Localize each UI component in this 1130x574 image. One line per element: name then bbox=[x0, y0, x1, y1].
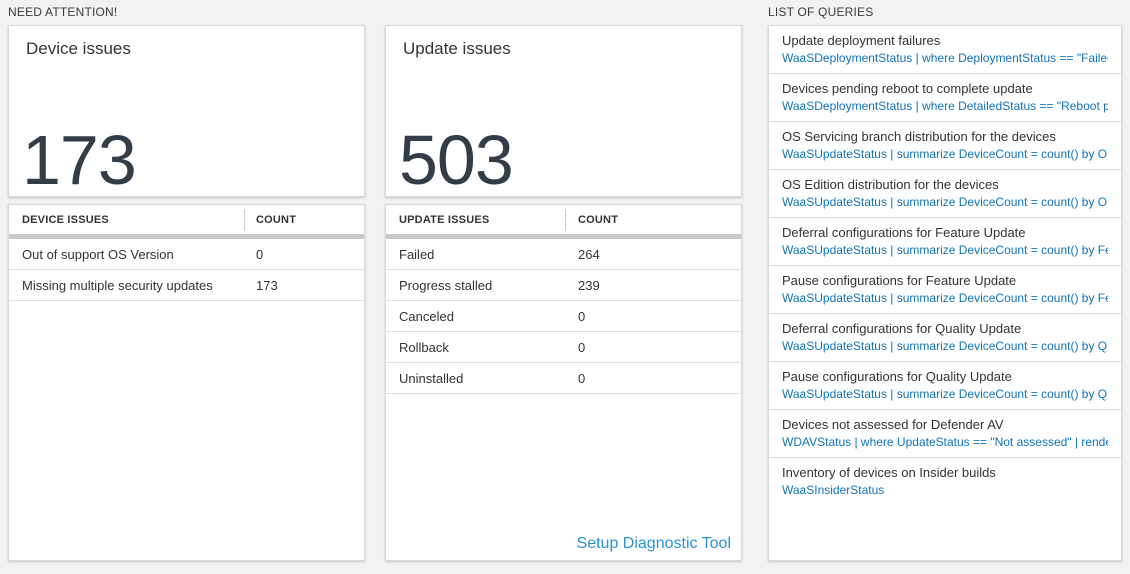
issue-count: 0 bbox=[256, 247, 264, 262]
issue-label: Rollback bbox=[399, 340, 449, 355]
query-list-item[interactable]: Pause configurations for Feature Update … bbox=[769, 266, 1121, 314]
issue-label: Failed bbox=[399, 247, 435, 262]
need-attention-header: NEED ATTENTION! bbox=[8, 5, 118, 19]
query-title: Devices pending reboot to complete updat… bbox=[782, 81, 1033, 96]
query-title: Pause configurations for Feature Update bbox=[782, 273, 1017, 288]
query-title: Update deployment failures bbox=[782, 33, 941, 48]
query-title: Inventory of devices on Insider builds bbox=[782, 465, 996, 480]
issue-count: 0 bbox=[578, 340, 586, 355]
query-list-item[interactable]: OS Edition distribution for the devices … bbox=[769, 170, 1121, 218]
query-text-link[interactable]: WaaSDeploymentStatus | where DeploymentS… bbox=[782, 51, 1108, 65]
count-col-header: COUNT bbox=[578, 214, 619, 226]
device-issues-tile[interactable]: Device issues 173 bbox=[8, 25, 365, 199]
setup-diagnostic-tool-link[interactable]: Setup Diagnostic Tool bbox=[576, 535, 731, 552]
device-issues-col-header: DEVICE ISSUES bbox=[22, 214, 109, 226]
update-issues-table: UPDATE ISSUES COUNT Failed 264 Progress … bbox=[385, 204, 742, 561]
query-list-item[interactable]: Update deployment failures WaaSDeploymen… bbox=[769, 26, 1121, 74]
update-issues-col-header: UPDATE ISSUES bbox=[399, 214, 490, 226]
issue-count: 173 bbox=[256, 278, 278, 293]
query-list-item[interactable]: Deferral configurations for Quality Upda… bbox=[769, 314, 1121, 362]
query-list-panel: Update deployment failures WaaSDeploymen… bbox=[768, 25, 1122, 561]
query-text-link[interactable]: WaaSUpdateStatus | summarize DeviceCount… bbox=[782, 291, 1108, 305]
query-list-item[interactable]: Inventory of devices on Insider builds W… bbox=[769, 458, 1121, 505]
update-issues-tile[interactable]: Update issues 503 bbox=[385, 25, 742, 199]
issue-count: 0 bbox=[578, 371, 586, 386]
query-text-link[interactable]: WaaSUpdateStatus | summarize DeviceCount… bbox=[782, 195, 1108, 209]
device-issues-table-body: Out of support OS Version 0 Missing mult… bbox=[9, 239, 364, 301]
query-list-item[interactable]: Pause configurations for Quality Update … bbox=[769, 362, 1121, 410]
device-issues-title: Device issues bbox=[26, 39, 131, 58]
issue-count: 239 bbox=[578, 278, 600, 293]
query-list-item[interactable]: Devices not assessed for Defender AV WDA… bbox=[769, 410, 1121, 458]
table-row[interactable]: Out of support OS Version 0 bbox=[9, 239, 364, 270]
column-divider bbox=[244, 209, 245, 231]
table-row[interactable]: Failed 264 bbox=[386, 239, 741, 270]
query-text-link[interactable]: WaaSDeploymentStatus | where DetailedSta… bbox=[782, 99, 1108, 113]
query-title: OS Servicing branch distribution for the… bbox=[782, 129, 1056, 144]
device-issues-table-header: DEVICE ISSUES COUNT bbox=[9, 205, 364, 239]
query-list-item[interactable]: Deferral configurations for Feature Upda… bbox=[769, 218, 1121, 266]
table-row[interactable]: Canceled 0 bbox=[386, 301, 741, 332]
update-issues-title: Update issues bbox=[403, 39, 511, 58]
query-list-item[interactable]: OS Servicing branch distribution for the… bbox=[769, 122, 1121, 170]
query-title: Deferral configurations for Feature Upda… bbox=[782, 225, 1026, 240]
device-issues-table: DEVICE ISSUES COUNT Out of support OS Ve… bbox=[8, 204, 365, 561]
table-row[interactable]: Uninstalled 0 bbox=[386, 363, 741, 394]
query-text-link[interactable]: WaaSUpdateStatus | summarize DeviceCount… bbox=[782, 243, 1108, 257]
table-row[interactable]: Missing multiple security updates 173 bbox=[9, 270, 364, 301]
list-of-queries-header: LIST OF QUERIES bbox=[768, 5, 874, 19]
update-issues-table-header: UPDATE ISSUES COUNT bbox=[386, 205, 741, 239]
device-issues-count: 173 bbox=[22, 121, 137, 200]
query-text-link[interactable]: WDAVStatus | where UpdateStatus == "Not … bbox=[782, 435, 1108, 449]
update-issues-count: 503 bbox=[399, 121, 514, 200]
table-row[interactable]: Rollback 0 bbox=[386, 332, 741, 363]
issue-label: Uninstalled bbox=[399, 371, 464, 386]
query-text-link[interactable]: WaaSUpdateStatus | summarize DeviceCount… bbox=[782, 147, 1108, 161]
query-title: OS Edition distribution for the devices bbox=[782, 177, 999, 192]
issue-label: Progress stalled bbox=[399, 278, 493, 293]
query-title: Deferral configurations for Quality Upda… bbox=[782, 321, 1022, 336]
issue-count: 0 bbox=[578, 309, 586, 324]
issue-label: Missing multiple security updates bbox=[22, 278, 213, 293]
query-title: Pause configurations for Quality Update bbox=[782, 369, 1012, 384]
query-text-link[interactable]: WaaSUpdateStatus | summarize DeviceCount… bbox=[782, 387, 1108, 401]
issue-label: Out of support OS Version bbox=[22, 247, 174, 262]
column-divider bbox=[565, 209, 566, 231]
query-text-link[interactable]: WaaSInsiderStatus bbox=[782, 483, 885, 497]
update-issues-table-body: Failed 264 Progress stalled 239 Canceled… bbox=[386, 239, 741, 394]
issue-label: Canceled bbox=[399, 309, 454, 324]
query-text-link[interactable]: WaaSUpdateStatus | summarize DeviceCount… bbox=[782, 339, 1108, 353]
issue-count: 264 bbox=[578, 247, 600, 262]
query-list: Update deployment failures WaaSDeploymen… bbox=[769, 26, 1121, 505]
query-title: Devices not assessed for Defender AV bbox=[782, 417, 1004, 432]
count-col-header: COUNT bbox=[256, 214, 297, 226]
query-list-item[interactable]: Devices pending reboot to complete updat… bbox=[769, 74, 1121, 122]
table-row[interactable]: Progress stalled 239 bbox=[386, 270, 741, 301]
